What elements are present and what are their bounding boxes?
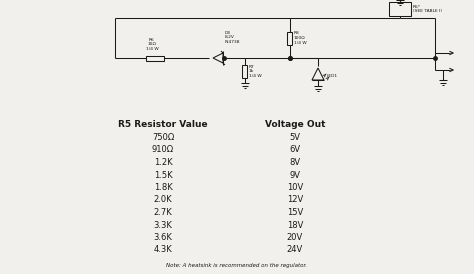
- Text: R5*
(SEE TABLE I): R5* (SEE TABLE I): [413, 5, 442, 13]
- Text: 24V: 24V: [287, 246, 303, 255]
- Text: LED1: LED1: [327, 74, 338, 78]
- Text: 1.8K: 1.8K: [154, 183, 173, 192]
- Text: 8V: 8V: [290, 158, 301, 167]
- Text: 15V: 15V: [287, 208, 303, 217]
- Text: Note: A heatsink is recommended on the regulator.: Note: A heatsink is recommended on the r…: [166, 263, 308, 268]
- Text: R8
100Ω
1/4 W: R8 100Ω 1/4 W: [294, 32, 307, 45]
- Text: 910Ω: 910Ω: [152, 145, 174, 155]
- Text: 5V: 5V: [290, 133, 301, 142]
- Text: 18V: 18V: [287, 221, 303, 230]
- Text: 3.3K: 3.3K: [154, 221, 173, 230]
- Bar: [389, 2, 411, 16]
- Text: R5 Resistor Value: R5 Resistor Value: [118, 120, 208, 129]
- Text: 1.2K: 1.2K: [154, 158, 173, 167]
- Bar: [146, 56, 164, 61]
- Bar: [288, 32, 292, 44]
- Text: 750Ω: 750Ω: [152, 133, 174, 142]
- Text: 6V: 6V: [290, 145, 301, 155]
- Text: 2.7K: 2.7K: [154, 208, 173, 217]
- Bar: [243, 65, 247, 78]
- Text: Voltage Out: Voltage Out: [265, 120, 325, 129]
- Text: 1.5K: 1.5K: [154, 170, 173, 179]
- Text: 20V: 20V: [287, 233, 303, 242]
- Text: 3.6K: 3.6K: [154, 233, 173, 242]
- Text: D4
8.2V
IN4738: D4 8.2V IN4738: [225, 31, 240, 44]
- Text: 10V: 10V: [287, 183, 303, 192]
- Text: 4.3K: 4.3K: [154, 246, 173, 255]
- Text: 9V: 9V: [290, 170, 301, 179]
- Text: 12V: 12V: [287, 196, 303, 204]
- Text: 2.0K: 2.0K: [154, 196, 173, 204]
- Text: R6
10Ω
1/4 W: R6 10Ω 1/4 W: [146, 38, 158, 51]
- Text: R7
1k
1/4 W: R7 1k 1/4 W: [249, 65, 262, 78]
